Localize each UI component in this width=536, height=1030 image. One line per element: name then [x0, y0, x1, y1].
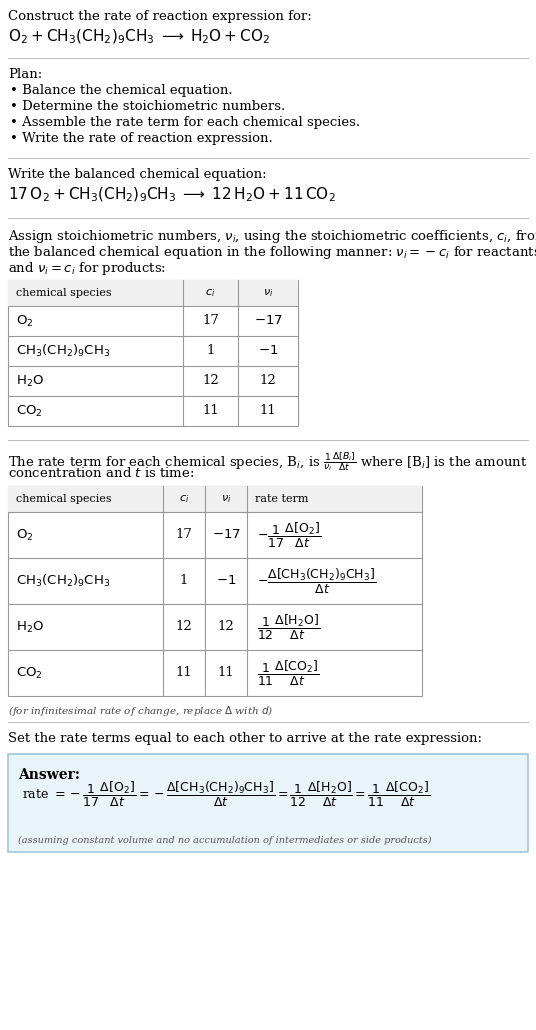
Text: 11: 11 [202, 405, 219, 417]
Text: $c_i$: $c_i$ [205, 287, 215, 299]
Text: $\mathrm{H_2O}$: $\mathrm{H_2O}$ [16, 374, 44, 388]
Text: Construct the rate of reaction expression for:: Construct the rate of reaction expressio… [8, 10, 312, 23]
Text: Write the balanced chemical equation:: Write the balanced chemical equation: [8, 168, 266, 181]
Text: the balanced chemical equation in the following manner: $\nu_i = -c_i$ for react: the balanced chemical equation in the fo… [8, 244, 536, 261]
Text: Plan:: Plan: [8, 68, 42, 81]
Text: Set the rate terms equal to each other to arrive at the rate expression:: Set the rate terms equal to each other t… [8, 732, 482, 745]
Bar [8, 280, 298, 426]
Text: 11: 11 [259, 405, 277, 417]
Text: $\dfrac{1}{12}\dfrac{\Delta[\mathrm{H_2O}]}{\Delta t}$: $\dfrac{1}{12}\dfrac{\Delta[\mathrm{H_2O… [257, 613, 320, 642]
Text: (for infinitesimal rate of change, replace $\Delta$ with $d$): (for infinitesimal rate of change, repla… [8, 703, 273, 718]
Text: 12: 12 [259, 375, 277, 387]
Text: $\mathrm{CH_3(CH_2)_9CH_3}$: $\mathrm{CH_3(CH_2)_9CH_3}$ [16, 573, 110, 589]
Bar [8, 486, 422, 512]
Text: • Write the rate of reaction expression.: • Write the rate of reaction expression. [10, 132, 273, 145]
Text: 12: 12 [202, 375, 219, 387]
Text: • Determine the stoichiometric numbers.: • Determine the stoichiometric numbers. [10, 100, 285, 113]
Text: Assign stoichiometric numbers, $\nu_i$, using the stoichiometric coefficients, $: Assign stoichiometric numbers, $\nu_i$, … [8, 228, 536, 245]
Text: (assuming constant volume and no accumulation of intermediates or side products): (assuming constant volume and no accumul… [18, 836, 431, 846]
Text: 12: 12 [218, 620, 234, 633]
Text: chemical species: chemical species [16, 288, 111, 298]
Text: and $\nu_i = c_i$ for products:: and $\nu_i = c_i$ for products: [8, 260, 166, 277]
Text: $-\dfrac{\Delta[\mathrm{CH_3(CH_2)_9CH_3}]}{\Delta t}$: $-\dfrac{\Delta[\mathrm{CH_3(CH_2)_9CH_3… [257, 566, 376, 595]
Text: $\mathrm{O_2}$: $\mathrm{O_2}$ [16, 313, 33, 329]
Text: $-17$: $-17$ [212, 528, 241, 542]
Text: 17: 17 [176, 528, 192, 542]
Text: 12: 12 [176, 620, 192, 633]
Text: $\mathrm{H_2O}$: $\mathrm{H_2O}$ [16, 619, 44, 634]
Text: 1: 1 [206, 344, 215, 357]
Text: $-1$: $-1$ [258, 344, 278, 357]
Text: $\mathrm{O_2 + CH_3(CH_2)_9CH_3 \; \longrightarrow \; H_2O + CO_2}$: $\mathrm{O_2 + CH_3(CH_2)_9CH_3 \; \long… [8, 28, 270, 46]
Text: $\mathrm{CH_3(CH_2)_9CH_3}$: $\mathrm{CH_3(CH_2)_9CH_3}$ [16, 343, 110, 359]
Text: $\mathrm{O_2}$: $\mathrm{O_2}$ [16, 527, 33, 543]
Text: $c_i$: $c_i$ [179, 493, 189, 505]
Text: chemical species: chemical species [16, 494, 111, 504]
Bar [8, 486, 422, 696]
Text: $\mathrm{CO_2}$: $\mathrm{CO_2}$ [16, 404, 43, 418]
Text: concentration and $t$ is time:: concentration and $t$ is time: [8, 466, 195, 480]
Text: • Balance the chemical equation.: • Balance the chemical equation. [10, 84, 233, 97]
Text: $\dfrac{1}{11}\dfrac{\Delta[\mathrm{CO_2}]}{\Delta t}$: $\dfrac{1}{11}\dfrac{\Delta[\mathrm{CO_2… [257, 658, 319, 687]
Text: Answer:: Answer: [18, 768, 80, 782]
Bar [8, 754, 528, 852]
Text: rate term: rate term [255, 494, 309, 504]
Text: $\nu_i$: $\nu_i$ [263, 287, 273, 299]
Text: $-\dfrac{1}{17}\dfrac{\Delta[\mathrm{O_2}]}{\Delta t}$: $-\dfrac{1}{17}\dfrac{\Delta[\mathrm{O_2… [257, 520, 321, 549]
Text: 11: 11 [176, 666, 192, 680]
Text: • Assemble the rate term for each chemical species.: • Assemble the rate term for each chemic… [10, 116, 360, 129]
Text: $\mathrm{CO_2}$: $\mathrm{CO_2}$ [16, 665, 43, 681]
Text: rate $= -\dfrac{1}{17}\dfrac{\Delta[\mathrm{O_2}]}{\Delta t} = -\dfrac{\Delta[\m: rate $= -\dfrac{1}{17}\dfrac{\Delta[\mat… [22, 780, 430, 809]
Text: 1: 1 [180, 575, 188, 587]
Text: 17: 17 [202, 314, 219, 328]
Bar [8, 280, 298, 306]
Text: $\mathrm{17\,O_2 + CH_3(CH_2)_9CH_3 \; \longrightarrow \; 12\,H_2O + 11\,CO_2}$: $\mathrm{17\,O_2 + CH_3(CH_2)_9CH_3 \; \… [8, 186, 336, 204]
Text: $-1$: $-1$ [216, 575, 236, 587]
Text: 11: 11 [218, 666, 234, 680]
Text: $-17$: $-17$ [254, 314, 282, 328]
Text: The rate term for each chemical species, B$_i$, is $\frac{1}{\nu_i}\frac{\Delta[: The rate term for each chemical species,… [8, 450, 527, 473]
Text: $\nu_i$: $\nu_i$ [221, 493, 231, 505]
